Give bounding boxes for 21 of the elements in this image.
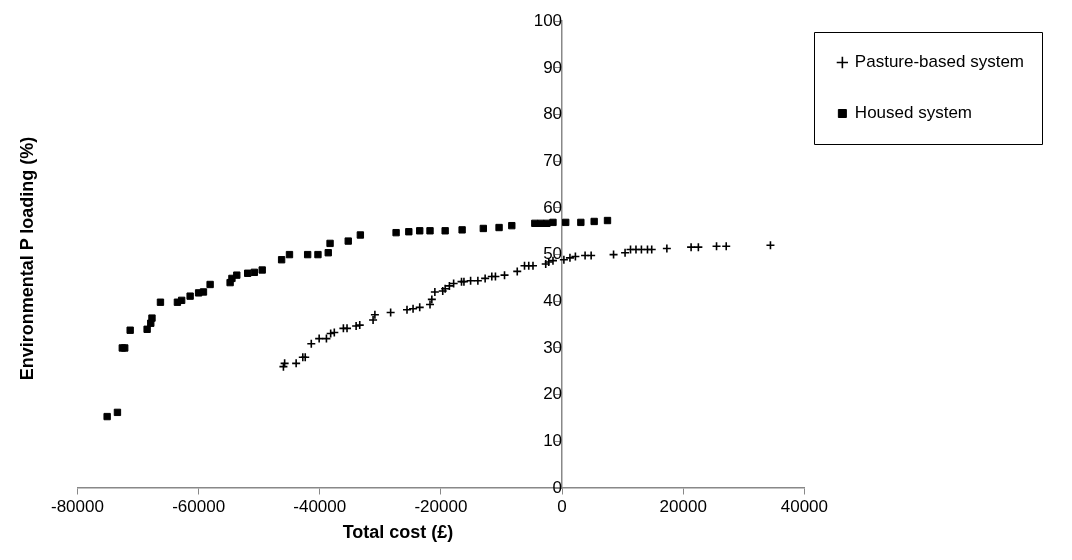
y-tick-label: 90 <box>543 57 563 77</box>
legend-label: Pasture-based system <box>854 52 1025 72</box>
y-tick-label: 20 <box>543 384 563 404</box>
y-tick-label: 100 <box>533 10 563 30</box>
y-tick-label: 60 <box>543 197 563 217</box>
y-tick-label: 10 <box>543 431 563 451</box>
y-tick-label: 30 <box>543 337 563 357</box>
y-tick-label: 70 <box>543 150 563 170</box>
legend-label: Housed system <box>854 103 973 123</box>
x-tick-label: -80000 <box>51 496 104 516</box>
y-tick-label: 80 <box>543 104 563 124</box>
y-axis-title: Environmental P loading (%) <box>17 136 39 380</box>
y-tick-label: 50 <box>543 244 563 264</box>
x-tick-label: -60000 <box>172 496 226 516</box>
x-tick-label: 40000 <box>780 496 829 516</box>
y-tick-label: 0 <box>552 477 563 497</box>
x-axis-title: Total cost (£) <box>341 522 455 543</box>
y-tick-label: 40 <box>543 290 563 310</box>
x-tick-label: -20000 <box>414 496 468 516</box>
x-tick-label: 20000 <box>659 496 707 516</box>
x-tick-label: -40000 <box>293 496 347 516</box>
